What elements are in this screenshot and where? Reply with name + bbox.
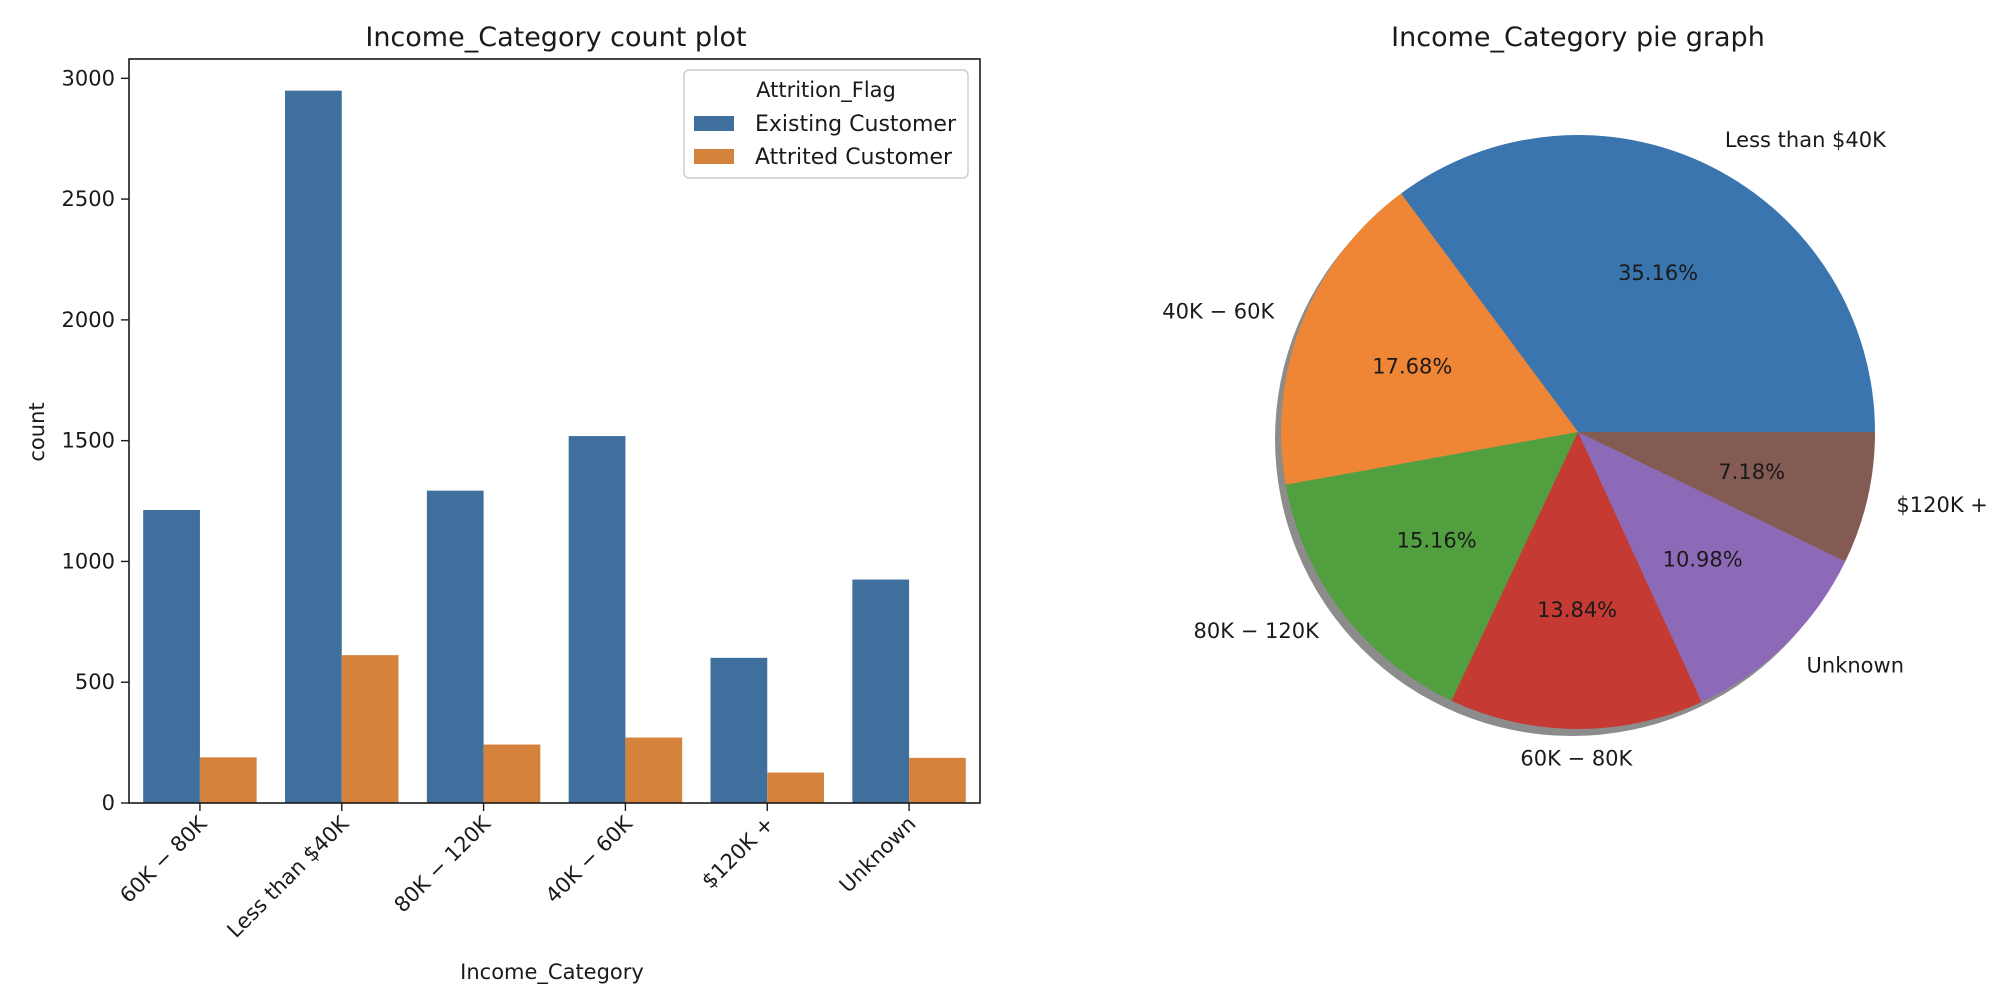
pie-percent-label: 15.16% <box>1397 529 1477 553</box>
y-tick-label: 1000 <box>62 549 115 573</box>
pie-category-label: 80K − 120K <box>1194 619 1321 643</box>
y-tick-label: 3000 <box>62 66 115 90</box>
bar-existing <box>143 509 200 803</box>
bar-y-axis-label: count <box>25 402 49 461</box>
pie-wedge <box>1578 432 1875 562</box>
bar-existing <box>568 436 626 803</box>
pie-wedge <box>1451 432 1702 730</box>
pie-category-label: Less than $40K <box>1725 128 1887 152</box>
x-tick-label: Less than $40K <box>222 811 354 943</box>
pie-wedges <box>1281 135 1875 730</box>
x-tick-label: 40K − 60K <box>541 811 638 908</box>
bar-plot-frame <box>128 58 981 804</box>
bar-attrited <box>199 757 257 803</box>
bar-legend: Attrition_Flag Existing Customer Attrite… <box>683 69 969 179</box>
legend-title: Attrition_Flag <box>756 78 896 103</box>
bar-attrited <box>767 772 824 803</box>
pie-percent-label: 13.84% <box>1537 598 1617 622</box>
y-tick-label: 2500 <box>62 187 115 211</box>
pie-percent-label: 7.18% <box>1718 460 1785 484</box>
bar-chart: Income_Category count plot 0 500 1000 1500 2… <box>25 22 981 985</box>
pie-chart: Income_Category pie graph 35.16% Less tha… <box>1162 22 1988 771</box>
pie-labels: 35.16% Less than $40K 17.68% 40K − 60K 15.16… <box>1162 128 1988 771</box>
y-tick-label: 500 <box>75 670 115 694</box>
legend-swatch-attrited <box>694 149 734 164</box>
bar-attrited <box>909 757 966 803</box>
bar-attrited <box>483 744 541 803</box>
bar-chart-title: Income_Category count plot <box>365 22 746 53</box>
legend-label-attrited: Attrited Customer <box>755 145 953 170</box>
bar-attrited <box>341 655 399 803</box>
x-tick-label: $120K + <box>697 812 779 894</box>
pie-wedge <box>1578 432 1846 702</box>
bar-attrited <box>625 737 683 803</box>
pie-wedge <box>1401 135 1875 433</box>
legend-label-existing: Existing Customer <box>755 112 957 137</box>
pie-category-label: $120K + <box>1896 493 1988 517</box>
pie-chart-title: Income_Category pie graph <box>1391 22 1765 53</box>
y-tick-label: 2000 <box>62 308 115 332</box>
x-tick-label: 80K − 120K <box>390 811 496 917</box>
pie-wedge <box>1285 432 1578 701</box>
bar-x-ticks: 60K − 80K Less than $40K 80K − 120K 40K − 6… <box>115 803 921 943</box>
pie-percent-label: 17.68% <box>1372 354 1452 378</box>
legend-swatch-existing <box>694 116 734 131</box>
bar-existing <box>852 579 910 803</box>
pie-category-label: 40K − 60K <box>1162 300 1275 324</box>
bar-existing <box>285 90 342 803</box>
bar-x-axis-label: Income_Category <box>460 960 644 985</box>
pie-percent-label: 10.98% <box>1663 547 1743 571</box>
legend-frame <box>683 69 969 179</box>
x-tick-label: Unknown <box>835 812 921 898</box>
bar-existing <box>426 490 484 803</box>
y-tick-label: 0 <box>102 791 115 815</box>
y-tick-label: 1500 <box>62 429 115 453</box>
pie-category-label: 60K − 80K <box>1520 747 1633 771</box>
pie-category-label: Unknown <box>1807 653 1904 677</box>
bar-existing <box>710 657 768 803</box>
pie-percent-label: 35.16% <box>1618 261 1698 285</box>
bar-y-ticks: 0 500 1000 1500 2000 2500 3000 <box>62 66 129 815</box>
pie-wedge <box>1281 193 1578 485</box>
bar-bars <box>143 90 966 803</box>
x-tick-label: 60K − 80K <box>115 811 212 908</box>
